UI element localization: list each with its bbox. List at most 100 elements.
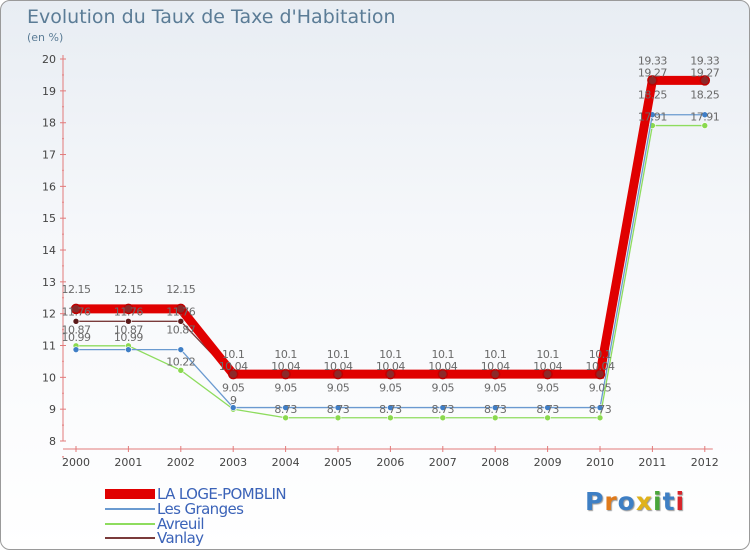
proxiti-logo: Proxiti	[585, 487, 685, 516]
data-point	[647, 75, 658, 86]
y-tick-label: 12	[42, 308, 56, 321]
data-label: 10.1	[589, 348, 612, 361]
data-point	[177, 367, 185, 374]
x-tick-label: 2004	[272, 456, 300, 469]
logo-letter: P	[585, 487, 605, 516]
data-point	[72, 346, 80, 353]
x-tick-label: 2007	[429, 456, 457, 469]
data-label: 10.04	[219, 360, 248, 373]
data-label: 12.15	[62, 283, 91, 296]
data-label: 10.04	[533, 360, 562, 373]
chart-title: Evolution du Taux de Taxe d'Habitation	[27, 6, 396, 28]
data-label: 10.1	[484, 348, 507, 361]
legend-item-avreuil: Avreuil	[105, 515, 205, 533]
x-tick-label: 2002	[167, 456, 195, 469]
data-label: 10.87	[166, 324, 195, 337]
y-minor-tick	[62, 201, 64, 204]
logo-letter: o	[617, 487, 636, 516]
y-tick-label: 13	[42, 276, 56, 289]
y-minor-tick	[62, 456, 64, 458]
y-minor-tick	[62, 105, 64, 108]
data-point	[332, 368, 344, 380]
data-point	[437, 368, 449, 380]
legend-item-les-granges: Les Granges	[105, 500, 244, 518]
x-tick-label: 2003	[219, 456, 247, 469]
data-label: 8.73	[274, 403, 297, 416]
data-label: 9.05	[484, 382, 507, 395]
data-label: 9	[230, 394, 237, 407]
x-tick-label: 2010	[586, 456, 614, 469]
data-point	[387, 414, 394, 422]
y-minor-tick	[62, 296, 64, 299]
y-tick-label: 10	[42, 371, 56, 384]
logo-letter: t	[662, 487, 676, 516]
data-label: 9.05	[327, 382, 350, 395]
data-label: 17.91	[690, 111, 719, 124]
legend-label: Avreuil	[157, 515, 205, 533]
data-label: 10.1	[274, 348, 297, 361]
data-point	[439, 414, 447, 422]
legend-item-vanlay: Vanlay	[105, 529, 204, 547]
data-point	[544, 404, 551, 411]
y-tick-label: 20	[42, 53, 56, 66]
y-minor-tick	[62, 392, 64, 395]
data-label: 18.25	[638, 89, 667, 102]
data-label: 10.04	[428, 360, 457, 373]
data-label: 12.15	[166, 283, 195, 296]
y-tick-label: 17	[42, 149, 56, 162]
data-point	[70, 303, 82, 315]
legend-swatch	[105, 508, 155, 510]
x-tick-label: 2011	[638, 456, 666, 469]
data-point	[491, 414, 499, 422]
data-label: 12.15	[114, 283, 143, 296]
legend-label: Vanlay	[157, 529, 204, 547]
legend-swatch	[105, 523, 155, 525]
data-point	[439, 404, 447, 411]
data-label: 10.1	[379, 348, 402, 361]
data-point	[542, 368, 553, 380]
data-label: 10.1	[327, 348, 350, 361]
data-label: 8.73	[327, 403, 350, 416]
data-label: 10.04	[376, 360, 405, 373]
data-label: 11.76	[62, 305, 91, 318]
x-tick-label: 2009	[534, 456, 562, 469]
data-label: 10.04	[324, 360, 353, 373]
data-label: 10.22	[166, 355, 195, 368]
data-point	[594, 368, 606, 380]
data-label: 10.99	[114, 331, 143, 344]
data-label: 19.33	[638, 54, 667, 67]
data-point	[596, 414, 604, 422]
data-point	[229, 404, 237, 411]
data-point	[334, 404, 342, 411]
legend-label: Les Granges	[157, 500, 244, 518]
data-label: 10.1	[432, 348, 455, 361]
data-label: 8.73	[536, 403, 559, 416]
data-label: 10.04	[481, 360, 510, 373]
data-label: 11.76	[166, 305, 195, 318]
data-point	[125, 346, 132, 353]
legend-label: LA LOGE-POMBLIN	[157, 485, 287, 503]
data-label: 10.99	[62, 331, 91, 344]
data-point	[334, 414, 342, 422]
data-label: 11.76	[114, 305, 143, 318]
data-point	[177, 346, 185, 353]
y-tick-label: 14	[42, 244, 56, 257]
x-tick-label: 2000	[62, 456, 90, 469]
data-label: 19.27	[690, 66, 719, 79]
data-point	[491, 404, 499, 411]
data-point	[72, 318, 80, 325]
y-tick-label: 11	[42, 340, 56, 353]
y-tick-label: 15	[42, 212, 56, 225]
y-minor-tick	[62, 265, 64, 267]
y-minor-tick	[62, 328, 64, 331]
x-tick-label: 2001	[114, 456, 142, 469]
data-point	[282, 404, 289, 411]
y-minor-tick	[62, 424, 64, 426]
data-label: 9.05	[379, 382, 402, 395]
data-label: 8.73	[379, 403, 402, 416]
x-tick-label: 2006	[376, 456, 404, 469]
legend-swatch	[105, 489, 155, 499]
y-tick-label: 9	[49, 403, 56, 416]
